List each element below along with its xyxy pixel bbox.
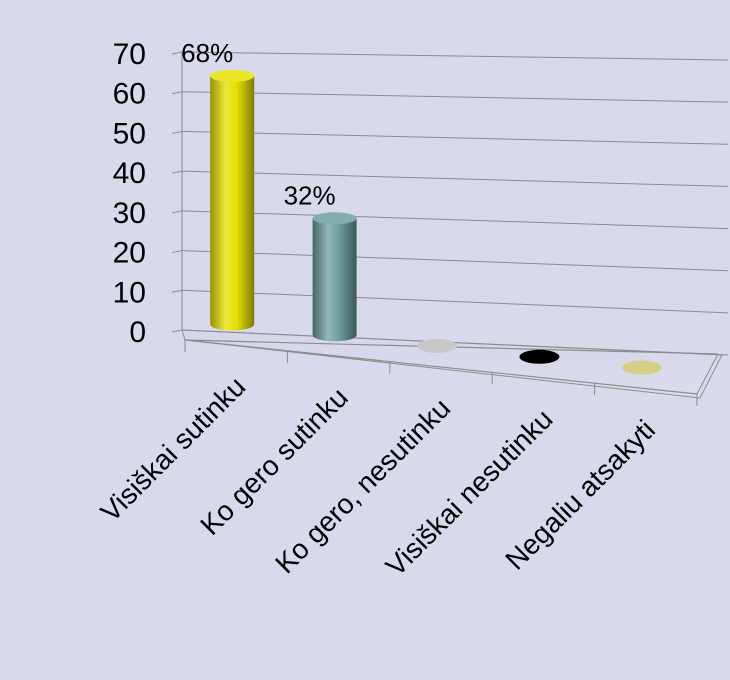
x-axis-front-line xyxy=(184,339,698,395)
y-tick-mark xyxy=(171,51,183,55)
y-tick-label: 70 xyxy=(113,38,146,71)
data-label-1: 68% xyxy=(181,38,233,68)
gridline xyxy=(181,170,729,187)
y-tick-mark xyxy=(171,91,183,95)
y-tick-mark xyxy=(171,170,183,174)
bar-5 xyxy=(621,360,662,375)
bar-top-2 xyxy=(312,212,357,225)
y-tick-mark xyxy=(171,130,183,134)
bar-2 xyxy=(312,218,357,342)
y-tick-mark xyxy=(171,250,183,254)
gridlines xyxy=(181,51,729,356)
gridline xyxy=(181,91,729,103)
gridline xyxy=(181,210,729,230)
gridline xyxy=(181,51,729,61)
y-tick-mark xyxy=(171,289,183,293)
gridline xyxy=(181,289,729,314)
x-axis-right-edge xyxy=(696,353,719,395)
data-label-2: 32% xyxy=(284,180,336,210)
bar-3 xyxy=(417,339,457,353)
y-tick-label: 50 xyxy=(113,117,146,150)
y-tick-mark xyxy=(171,329,183,333)
bar-1 xyxy=(210,75,255,331)
y-tick-label: 40 xyxy=(113,157,146,190)
y-tick-mark xyxy=(171,210,183,214)
y-tick-label: 60 xyxy=(113,78,146,111)
bar-top-1 xyxy=(210,69,255,82)
y-tick-label: 10 xyxy=(113,276,146,309)
y-tick-label: 20 xyxy=(113,237,146,270)
gridline xyxy=(181,250,729,272)
gridline xyxy=(181,329,729,356)
y-tick-label: 0 xyxy=(129,316,146,349)
gridline xyxy=(181,130,729,145)
bar-4 xyxy=(519,349,560,364)
y-tick-label: 30 xyxy=(113,197,146,230)
bars xyxy=(210,69,662,375)
